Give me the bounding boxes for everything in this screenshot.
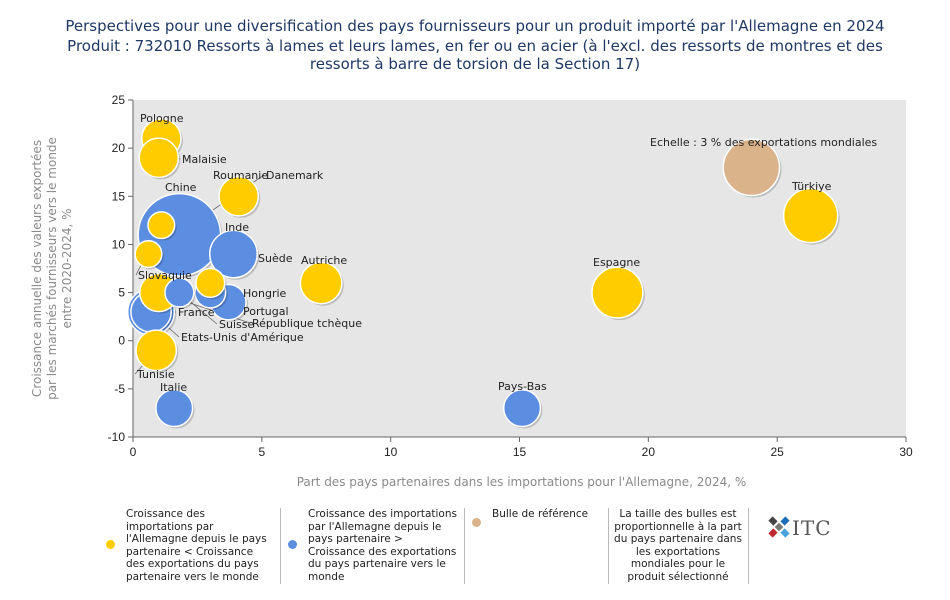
itc-logo-icon [768,516,790,538]
point-label-france: France [178,306,215,319]
bubble-roumanie [218,175,260,217]
chart-title: Perspectives pour une diversification de… [65,17,884,73]
legend-separator [280,508,281,584]
y-axis-label-line: Croissance annuelle des valeurs exportée… [30,140,44,397]
y-tick-label: -5 [114,382,125,396]
bubble-pays-bas [502,389,542,428]
bubble-danemark [134,239,163,269]
y-axis-label-line: par les marchés fournisseurs vers le mon… [45,137,59,400]
bubble-autriche [299,261,343,305]
y-axis-label: Croissance annuelle des valeurs exportée… [30,137,74,400]
legend: Croissance des importations par l'Allema… [104,508,844,584]
y-tick-label: 0 [118,334,125,348]
point-labels: Echelle : 3 % des exportations mondiales… [136,112,877,394]
reference-bubble [722,138,781,197]
point-label-inde: Inde [225,221,249,234]
x-tick-label: 5 [258,445,265,459]
point-label-malaisie: Malaisie [182,153,227,166]
legend-item-reference: Bulle de référence [492,508,589,520]
point-label-pologne: Pologne [140,112,184,125]
legend-size-note: La taille des bulles est proportionnelle… [614,508,742,583]
chart-title-line: Produit : 732010 Ressorts à lames et leu… [67,37,883,55]
point-label-hongrie: Hongrie [243,287,287,300]
point-label-suisse: Suisse [219,318,254,331]
x-axis-label: Part des pays partenaires dans les impor… [297,475,747,489]
itc-logo-text: ITC [792,516,832,540]
bubble-italie [155,389,194,428]
chart-title-line: ressorts à barre de torsion de la Sectio… [310,55,640,73]
y-tick-label: 5 [118,286,125,300]
y-tick-label: 25 [112,93,126,107]
point-label-suede: Suède [258,252,293,265]
axes: 0 5 10 15 20 25 30 -10 -5 0 5 10 15 20 25 [108,93,913,459]
point-label-danemark: Danemark [266,169,324,182]
x-tick-label: 25 [770,445,784,459]
x-tick-label: 0 [130,445,137,459]
x-tick-label: 30 [899,445,913,459]
bubble-suisse [164,277,195,308]
y-tick-label: 10 [112,237,126,251]
legend-separator [748,508,749,584]
y-tick-label: 20 [112,141,126,155]
y-tick-label: -10 [108,430,126,444]
legend-item-yellow: Croissance des importations par l'Allema… [126,508,267,583]
bubble-suede [195,267,226,299]
y-tick-label: 15 [112,189,126,203]
point-label-pays-bas: Pays-Bas [498,380,547,393]
point-label-tunisie: Tunisie [136,368,175,381]
point-label-republique-tcheque: République tchèque [252,317,362,330]
bubble-tunisie [135,329,178,372]
legend-yellow-dot [106,540,115,549]
legend-reference-dot [472,518,481,527]
legend-separator [608,508,609,584]
bubble-espagne [591,266,644,319]
legend-separator [464,508,465,584]
bubble-inde [209,229,258,279]
bubble-malaisie [138,137,180,179]
point-label-chine: Chine [165,181,197,194]
x-tick-label: 20 [642,445,656,459]
bubble-slovaquie [147,211,176,240]
bubble-turkiye [782,187,839,244]
legend-item-blue: Croissance des importations par l'Allema… [308,508,457,583]
bubbles [127,118,840,429]
point-label-portugal: Portugal [243,305,289,318]
y-axis-label-line: entre 2020-2024, % [60,209,74,329]
reference-bubble-label: Echelle : 3 % des exportations mondiales [650,136,877,149]
point-label-italie: Italie [160,381,187,394]
x-tick-label: 10 [384,445,398,459]
chart-title-line: Perspectives pour une diversification de… [65,17,884,35]
legend-blue-dot [288,540,297,549]
point-label-slovaquie: Slovaquie [138,269,192,282]
point-label-roumanie: Roumanie [213,169,268,182]
point-label-espagne: Espagne [593,256,640,269]
itc-logo: ITC [768,514,848,544]
point-label-turkiye: Türkiye [791,180,832,193]
x-tick-label: 15 [513,445,527,459]
point-label-autriche: Autriche [301,254,347,267]
point-label-etats-unis-d-amerique: Etats-Unis d'Amérique [181,331,304,344]
